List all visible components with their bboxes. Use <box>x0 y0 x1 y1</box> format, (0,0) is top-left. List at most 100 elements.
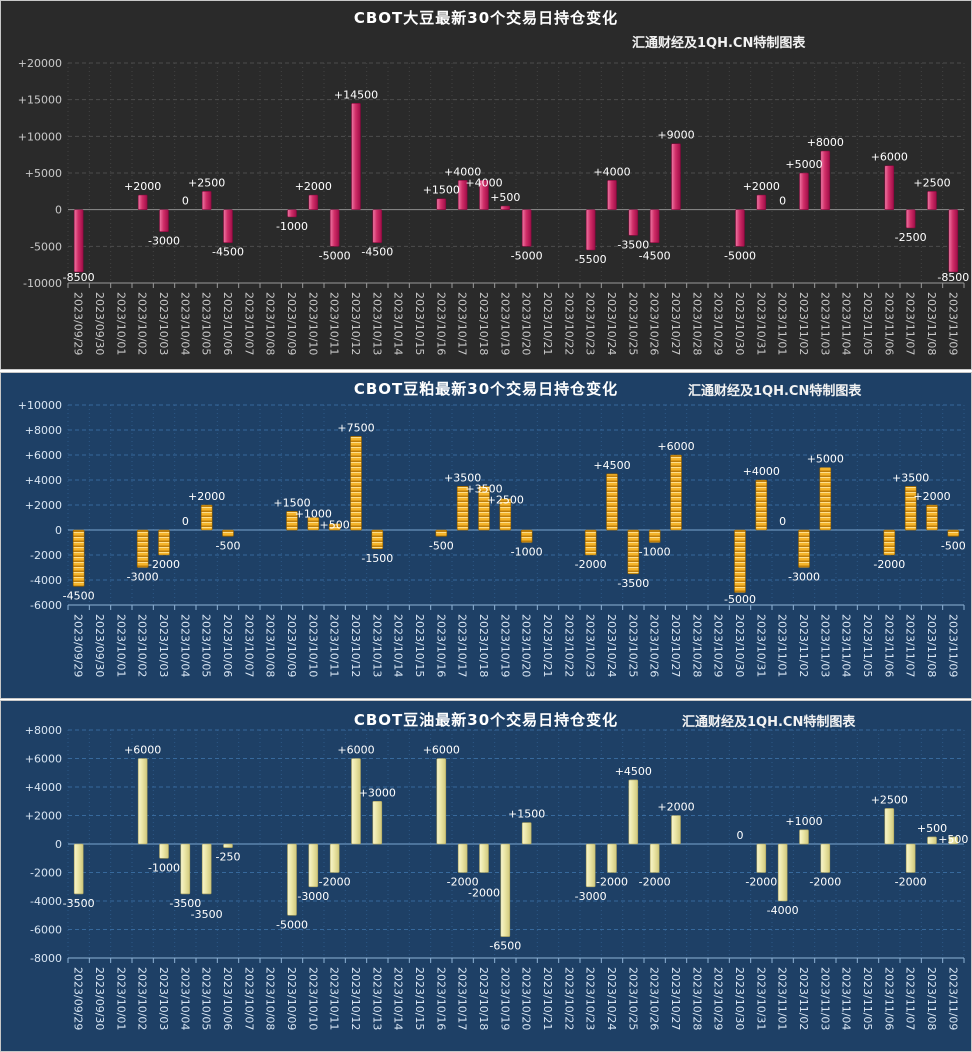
bar <box>799 829 809 845</box>
bar <box>926 504 938 531</box>
x-axis-labels: 2023/09/29 2023/09/30 2023/10/01 2023/10/02… <box>72 292 960 355</box>
y-tick-label: -2000 <box>30 867 62 880</box>
x-tick-label: 2023/10/27 <box>669 614 682 677</box>
value-label: 0 <box>737 829 744 842</box>
chart-title-soyoil: CBOT豆油最新30个交易日持仓变化 <box>353 711 619 729</box>
x-tick-label: 2023/10/28 <box>690 614 703 677</box>
y-tick-label: -6000 <box>30 924 62 937</box>
x-tick-label: 2023/10/24 <box>605 614 618 677</box>
y-tick-label: -10000 <box>23 277 62 290</box>
x-tick-label: 2023/10/01 <box>114 292 127 355</box>
x-tick-label: 2023/10/05 <box>200 292 213 355</box>
x-tick-label: 2023/10/16 <box>434 967 447 1030</box>
value-label: -4500 <box>63 589 95 602</box>
bar <box>73 209 84 273</box>
x-tick-label: 2023/10/10 <box>306 292 319 355</box>
x-tick-label: 2023/10/19 <box>498 614 511 677</box>
bar <box>947 529 960 537</box>
bar <box>372 801 383 845</box>
x-tick-label: 2023/11/03 <box>818 967 831 1030</box>
value-label: +7500 <box>337 421 374 434</box>
bars <box>73 103 959 273</box>
y-tick-label: -4000 <box>30 895 62 908</box>
x-tick-label: 2023/10/18 <box>477 967 490 1030</box>
x-tick-label: 2023/11/04 <box>840 967 853 1030</box>
x-tick-label: 2023/10/19 <box>498 292 511 355</box>
value-label: -5500 <box>575 253 607 266</box>
bar <box>159 209 169 232</box>
x-tick-label: 2023/10/20 <box>520 292 533 355</box>
x-tick-label: 2023/10/13 <box>370 614 383 677</box>
x-tick-label: 2023/10/30 <box>733 292 746 355</box>
bar <box>649 209 660 243</box>
y-tick-label: -2000 <box>30 549 62 562</box>
bar <box>820 843 831 873</box>
value-label: +14500 <box>334 88 378 101</box>
x-tick-label: 2023/10/20 <box>520 614 533 677</box>
x-tick-label: 2023/10/14 <box>392 292 405 355</box>
x-tick-label: 2023/10/02 <box>136 614 149 677</box>
value-label: +2500 <box>188 176 225 189</box>
x-tick-label: 2023/09/29 <box>72 967 85 1030</box>
value-label: -5000 <box>319 249 351 262</box>
value-label: -2000 <box>447 876 479 889</box>
bar <box>756 843 767 873</box>
x-axis <box>67 282 965 288</box>
value-label: +4500 <box>593 459 630 472</box>
x-tick-label: 2023/10/15 <box>413 292 426 355</box>
x-tick-label: 2023/10/25 <box>626 967 639 1030</box>
bar <box>756 194 767 210</box>
x-tick-label: 2023/10/08 <box>264 614 277 677</box>
x-tick-label: 2023/10/12 <box>349 967 362 1030</box>
chart-watermark-soyoil: 汇通财经及1QH.CN特制图表 <box>682 715 856 730</box>
x-tick-label: 2023/10/08 <box>264 967 277 1030</box>
value-label: -4500 <box>212 246 244 259</box>
x-tick-label: 2023/10/21 <box>541 967 554 1030</box>
bar <box>372 209 383 243</box>
bar <box>520 529 533 543</box>
x-tick-label: 2023/10/23 <box>584 292 597 355</box>
value-label: -8500 <box>937 271 969 284</box>
bar <box>308 194 319 210</box>
x-tick-label: 2023/10/22 <box>562 292 575 355</box>
bar <box>136 529 149 568</box>
x-tick-label: 2023/11/05 <box>861 614 874 677</box>
bar <box>521 209 532 247</box>
bar <box>286 511 298 531</box>
bar <box>201 191 212 210</box>
x-tick-label: 2023/10/28 <box>690 292 703 355</box>
x-tick-label: 2023/10/06 <box>221 614 234 677</box>
x-tick-label: 2023/09/29 <box>72 614 85 677</box>
bar <box>436 198 447 210</box>
bar <box>607 180 617 210</box>
x-tick-label: 2023/10/29 <box>712 292 725 355</box>
value-label: -2000 <box>809 876 841 889</box>
value-label: +2000 <box>743 180 780 193</box>
x-tick-label: 2023/11/09 <box>946 967 959 1030</box>
y-tick-label: +4000 <box>25 474 62 487</box>
x-tick-label: 2023/11/02 <box>797 967 810 1030</box>
y-tick-label: -5000 <box>30 240 62 253</box>
bar <box>222 529 234 537</box>
value-label: -3000 <box>788 571 820 584</box>
bar <box>350 436 362 531</box>
x-tick-label: 2023/10/31 <box>754 292 767 355</box>
value-label: -4500 <box>639 249 671 262</box>
x-tick-label: 2023/10/10 <box>306 967 319 1030</box>
x-tick-label: 2023/10/04 <box>178 967 191 1030</box>
x-tick-label: 2023/10/25 <box>626 292 639 355</box>
x-tick-label: 2023/10/25 <box>626 614 639 677</box>
y-tick-label: -4000 <box>30 574 62 587</box>
bar <box>158 529 170 556</box>
x-tick-label: 2023/10/09 <box>285 614 298 677</box>
x-tick-label: 2023/09/30 <box>93 292 106 355</box>
bar <box>456 486 469 531</box>
value-label: -250 <box>216 851 241 864</box>
x-tick-label: 2023/11/05 <box>861 967 874 1030</box>
x-tick-label: 2023/10/26 <box>648 292 661 355</box>
x-tick-label: 2023/10/16 <box>434 292 447 355</box>
x-tick-label: 2023/10/07 <box>242 292 255 355</box>
x-tick-label: 2023/10/17 <box>456 967 469 1030</box>
value-label: -500 <box>941 539 966 552</box>
bar <box>457 180 468 210</box>
